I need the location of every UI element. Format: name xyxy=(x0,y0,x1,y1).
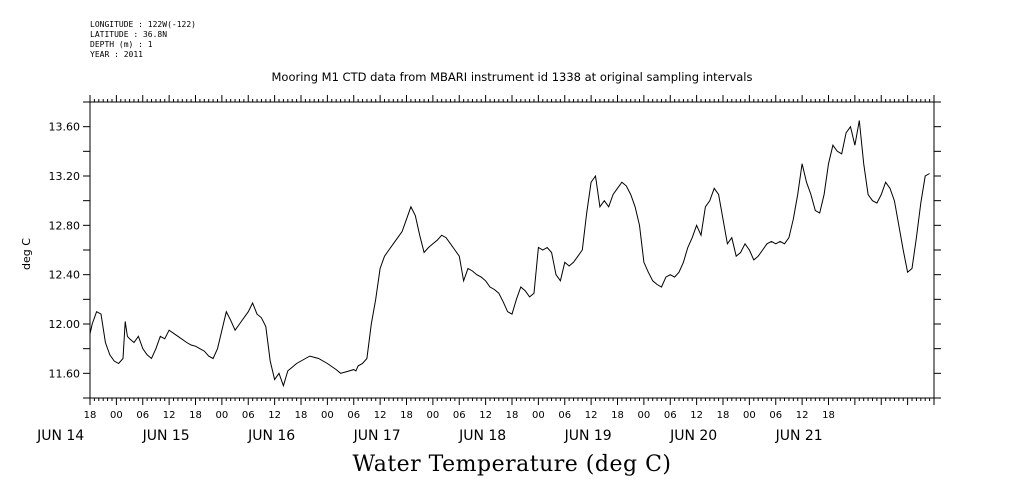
x-hour-label: 06 xyxy=(769,410,782,421)
x-hour-label: 06 xyxy=(664,410,677,421)
x-date-label: JUN 20 xyxy=(669,428,717,444)
longitude-text: LONGITUDE : 122W(-122) xyxy=(90,20,196,29)
x-hour-label: 12 xyxy=(268,410,281,421)
depth-text: DEPTH (m) : 1 xyxy=(90,40,153,49)
y-tick-label: 12.00 xyxy=(49,318,81,331)
y-tick-label: 12.80 xyxy=(49,219,81,232)
x-hour-label: 12 xyxy=(163,410,176,421)
x-hour-label: 06 xyxy=(453,410,466,421)
axis-ticks xyxy=(83,95,941,405)
x-date-label: JUN 17 xyxy=(353,428,401,444)
x-hour-label: 12 xyxy=(690,410,703,421)
x-hour-label: 12 xyxy=(796,410,809,421)
year-text: YEAR : 2011 xyxy=(90,50,143,59)
y-tick-label: 13.60 xyxy=(49,121,81,134)
x-hour-label: 12 xyxy=(585,410,598,421)
x-hour-label: 00 xyxy=(427,410,440,421)
x-hour-label: 00 xyxy=(743,410,756,421)
x-hour-label: 00 xyxy=(110,410,123,421)
x-hour-label: 00 xyxy=(638,410,651,421)
water-temperature-line xyxy=(89,120,930,388)
x-axis-label: Water Temperature (deg C) xyxy=(352,452,672,477)
x-hour-label: 00 xyxy=(216,410,229,421)
x-hour-label: 00 xyxy=(321,410,334,421)
x-hour-label: 18 xyxy=(189,410,202,421)
x-hour-label: 18 xyxy=(400,410,413,421)
x-hour-label: 06 xyxy=(558,410,571,421)
axis-tick-labels: 18 00 06 12 18 00 06 12 18 00 06 12 18 00 06 12 18 00 06 12… xyxy=(36,121,835,444)
x-date-label: JUN 18 xyxy=(458,428,506,444)
x-date-label: JUN 14 xyxy=(36,428,84,444)
x-hour-label: 12 xyxy=(374,410,387,421)
x-hour-label: 06 xyxy=(347,410,360,421)
x-hour-label: 18 xyxy=(611,410,624,421)
x-hour-label: 18 xyxy=(717,410,730,421)
x-hour-label: 18 xyxy=(506,410,519,421)
x-date-label: JUN 21 xyxy=(775,428,823,444)
chart-title: Mooring M1 CTD data from MBARI instrumen… xyxy=(271,70,753,84)
x-hour-label: 18 xyxy=(84,410,97,421)
x-hour-label: 06 xyxy=(242,410,255,421)
metadata-header: LONGITUDE : 122W(-122) LATITUDE : 36.8N … xyxy=(90,20,196,60)
latitude-text: LATITUDE : 36.8N xyxy=(90,30,168,39)
plot-frame xyxy=(89,101,935,399)
x-hour-label: 18 xyxy=(822,410,835,421)
y-tick-label: 12.40 xyxy=(49,269,81,282)
x-hour-label: 00 xyxy=(532,410,545,421)
y-tick-label: 13.20 xyxy=(49,170,81,183)
x-date-label: JUN 16 xyxy=(247,428,295,444)
x-date-label: JUN 15 xyxy=(142,428,190,444)
x-date-label: JUN 19 xyxy=(564,428,612,444)
x-hour-label: 06 xyxy=(136,410,149,421)
x-hour-label: 18 xyxy=(295,410,308,421)
x-hour-label: 12 xyxy=(479,410,492,421)
y-tick-label: 11.60 xyxy=(49,367,81,380)
